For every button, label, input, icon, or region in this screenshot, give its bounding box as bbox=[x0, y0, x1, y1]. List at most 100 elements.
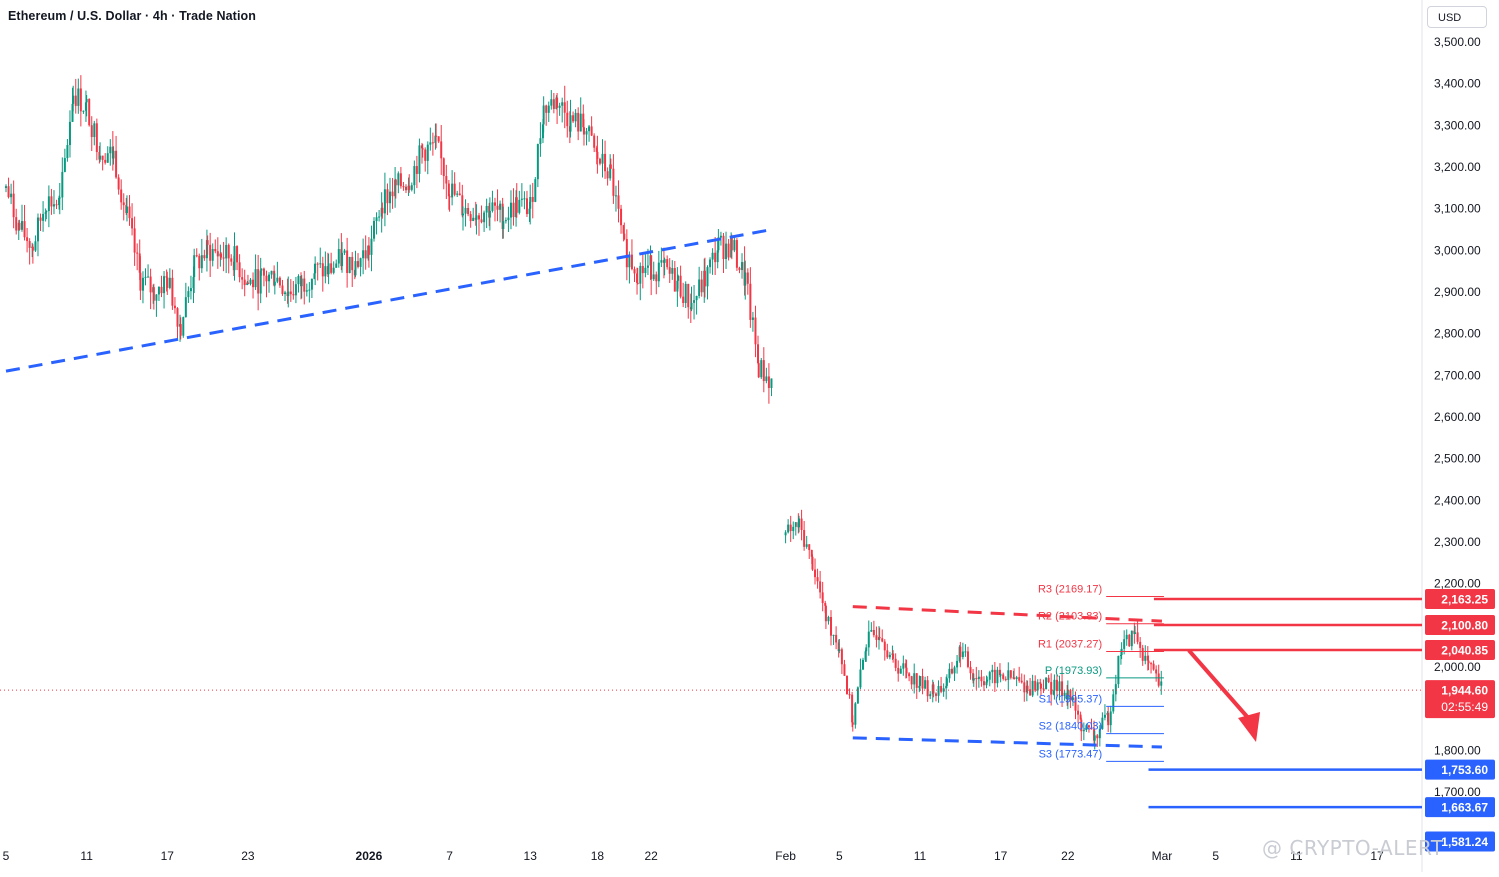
candle-body bbox=[623, 233, 626, 240]
candle-body bbox=[641, 265, 644, 274]
candle-body bbox=[319, 263, 322, 265]
pivot-level-label: S2 (1840.03) bbox=[1039, 721, 1103, 733]
candle-body bbox=[762, 360, 765, 382]
candle-body bbox=[595, 147, 598, 152]
candle-body bbox=[625, 239, 628, 268]
candle-body bbox=[493, 202, 496, 206]
candle-body bbox=[1004, 678, 1007, 680]
x-tick-label: 5 bbox=[836, 849, 843, 863]
candle-body bbox=[265, 275, 268, 282]
bearish-arrow-head bbox=[1238, 712, 1261, 743]
candle-body bbox=[550, 99, 553, 106]
candle-body bbox=[375, 217, 378, 221]
candle-body bbox=[897, 667, 900, 674]
candle-body bbox=[792, 526, 795, 532]
currency-button[interactable]: USD bbox=[1427, 6, 1487, 28]
candle-body bbox=[609, 164, 612, 179]
pivot-level-label: P (1973.93) bbox=[1045, 665, 1102, 677]
candle-body bbox=[628, 254, 631, 268]
candle-body bbox=[225, 244, 228, 259]
candle-body bbox=[504, 220, 507, 222]
candle-body bbox=[561, 102, 564, 106]
candle-body bbox=[206, 240, 209, 245]
y-tick-label: 2,000.00 bbox=[1434, 660, 1481, 674]
candle-body bbox=[719, 235, 722, 238]
candle-body bbox=[55, 204, 58, 206]
candle-body bbox=[437, 136, 440, 142]
candle-body bbox=[1090, 727, 1093, 730]
x-tick-label: 17 bbox=[161, 849, 175, 863]
candle-body bbox=[877, 636, 880, 640]
candle-body bbox=[1061, 681, 1064, 697]
candle-body bbox=[252, 279, 255, 288]
candle-body bbox=[15, 217, 18, 231]
candle-body bbox=[147, 276, 150, 278]
candle-body bbox=[502, 221, 505, 230]
candle-body bbox=[864, 651, 867, 660]
candle-body bbox=[574, 112, 577, 122]
x-tick-label: 22 bbox=[644, 849, 658, 863]
candle-body bbox=[851, 694, 854, 723]
candle-body bbox=[512, 202, 515, 218]
candle-body bbox=[668, 267, 671, 274]
candle-body bbox=[757, 344, 760, 364]
candle-body bbox=[192, 277, 195, 289]
candle-body bbox=[163, 276, 166, 294]
candle-body bbox=[362, 250, 365, 259]
candle-body bbox=[536, 144, 539, 180]
candle-body bbox=[72, 95, 75, 104]
candle-body bbox=[816, 577, 819, 582]
candle-body bbox=[542, 105, 545, 125]
candle-body bbox=[246, 282, 249, 284]
candle-body bbox=[418, 145, 421, 174]
candle-body bbox=[872, 629, 875, 636]
candle-body bbox=[905, 667, 908, 674]
candle-body bbox=[556, 97, 559, 108]
candle-body bbox=[50, 196, 53, 207]
candle-body bbox=[840, 649, 843, 665]
support-trendline bbox=[852, 736, 1162, 749]
candle-body bbox=[278, 277, 281, 286]
candle-body bbox=[485, 205, 488, 213]
candle-body bbox=[289, 291, 292, 295]
candle-body bbox=[270, 270, 273, 275]
candle-body bbox=[413, 166, 416, 186]
candle-body bbox=[44, 212, 47, 214]
candle-body bbox=[569, 115, 572, 132]
candle-body bbox=[182, 317, 185, 336]
candle-body bbox=[727, 243, 730, 258]
candle-body bbox=[660, 260, 663, 263]
price-label: 2,100.80 bbox=[1441, 618, 1488, 632]
candle-body bbox=[424, 149, 427, 161]
candle-body bbox=[1009, 670, 1012, 678]
candle-body bbox=[541, 124, 544, 139]
candle-body bbox=[985, 681, 988, 686]
candle-body bbox=[1039, 683, 1042, 689]
candle-body bbox=[227, 244, 230, 259]
candle-body bbox=[426, 144, 429, 161]
candle-body bbox=[1130, 630, 1133, 647]
candle-body bbox=[711, 252, 714, 260]
candle-body bbox=[1069, 690, 1072, 700]
candle-body bbox=[18, 222, 21, 230]
candle-body bbox=[706, 267, 709, 287]
candle-body bbox=[579, 113, 582, 132]
candle-body bbox=[690, 302, 693, 310]
candle-body bbox=[716, 250, 719, 263]
candle-body bbox=[341, 252, 344, 267]
candle-body bbox=[937, 685, 940, 696]
candle-body bbox=[1023, 682, 1026, 693]
candle-body bbox=[79, 88, 82, 112]
candle-body bbox=[402, 186, 405, 188]
candle-body bbox=[195, 255, 198, 257]
candle-body bbox=[1146, 655, 1149, 661]
candle-body bbox=[434, 135, 437, 143]
candle-body bbox=[572, 115, 575, 122]
candle-body bbox=[106, 153, 109, 163]
candle-body bbox=[1125, 634, 1128, 640]
candle-body bbox=[462, 213, 464, 216]
candle-body bbox=[636, 282, 639, 284]
candle-body bbox=[348, 256, 351, 274]
